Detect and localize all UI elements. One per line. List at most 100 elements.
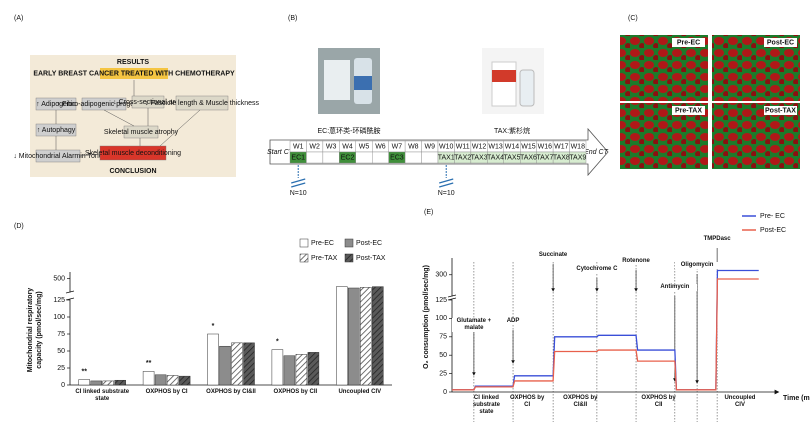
legend-swatch — [344, 238, 354, 248]
bar — [307, 352, 320, 386]
y-tick-label: 0 — [443, 389, 447, 396]
drug-caption: EC:蒽环类-环磷酰胺 — [318, 126, 381, 135]
significance: ** — [146, 360, 152, 367]
y-axis-label: Mitochondrial respiratory — [27, 288, 34, 373]
week-label: W3 — [326, 143, 337, 150]
week-label: W16 — [538, 143, 553, 150]
bar — [348, 287, 360, 386]
summary-arrow — [79, 153, 101, 157]
panel-label: (B) — [288, 15, 297, 22]
bar — [336, 286, 348, 386]
series-line — [452, 278, 759, 391]
summary-box — [123, 125, 159, 139]
week-label: W2 — [309, 143, 320, 150]
summary-text: Skeletal muscle deconditioning — [85, 150, 181, 157]
injection-label: Oligomycin — [675, 262, 720, 269]
dose-label: TAX7 — [536, 154, 553, 161]
state-label: CI linked substrate state — [472, 395, 500, 415]
y-tick-label: 25 — [439, 370, 447, 377]
y-axis-label: capacity (pmol/sec/mg) — [36, 291, 43, 368]
injection-label: ADP — [491, 318, 536, 325]
y-tick-label: 125 — [435, 297, 447, 304]
dose-label: TAX3 — [471, 154, 488, 161]
dose-label: TAX6 — [520, 154, 537, 161]
bar — [207, 333, 219, 386]
summary-text: ↑ Fibro-adipogenic progenitors — [57, 101, 152, 108]
panel-label: (E) — [424, 209, 433, 216]
dose-label: TAX8 — [553, 154, 570, 161]
bar — [166, 375, 179, 386]
bar — [231, 342, 243, 386]
bar — [102, 380, 114, 386]
state-label: Uncoupled CIV — [724, 395, 756, 408]
bar — [114, 379, 126, 386]
injection-label: Rotenone — [614, 258, 659, 265]
x-tick-label: Uncoupled CIV — [338, 389, 382, 395]
bar — [90, 380, 102, 386]
biopsy-icon — [291, 178, 306, 188]
summary-box — [175, 95, 229, 111]
legend-swatch — [344, 253, 354, 263]
micrograph-label: Pre-TAX — [675, 107, 702, 114]
week-label: W15 — [521, 143, 536, 150]
state-label: OXPHOS by CII — [641, 395, 676, 408]
drug-caption: TAX:紫杉烷 — [494, 126, 530, 135]
micrograph-tag — [764, 38, 797, 47]
y-tick-label: 75 — [57, 331, 65, 338]
dose-label: EC1 — [291, 154, 305, 161]
y-tick-label: 300 — [435, 272, 447, 279]
legend-label: Pre- EC — [760, 213, 785, 220]
dose-label: TAX9 — [569, 154, 586, 161]
panel-label: (C) — [628, 15, 638, 22]
end-label: End CT — [584, 149, 608, 156]
injection-label: Antimycin — [652, 284, 697, 291]
week-label: W12 — [472, 143, 487, 150]
week-label: W5 — [359, 143, 370, 150]
y-tick-label: 100 — [53, 314, 65, 321]
biopsy-icon — [439, 178, 454, 188]
y-tick-label: 0 — [61, 382, 65, 389]
dose-cell — [404, 151, 422, 164]
dose-cell — [306, 151, 324, 164]
micrograph-label: Pre-EC — [677, 39, 700, 46]
results-title: RESULTS — [117, 59, 149, 66]
y-tick-label: 125 — [53, 297, 65, 304]
axis-break — [66, 292, 74, 300]
bar — [283, 355, 296, 386]
summary-arrow — [159, 109, 201, 147]
dose-label: EC2 — [341, 154, 355, 161]
bar — [271, 349, 284, 386]
biopsy-n: N=10 — [290, 190, 307, 197]
summary-text: ↑ Autophagy — [37, 127, 76, 134]
week-label: W18 — [571, 143, 586, 150]
summary-text: ↓ Cross-sectional area — [113, 99, 183, 106]
week-label: W11 — [456, 143, 470, 150]
week-label: W10 — [439, 143, 454, 150]
series-line — [452, 269, 759, 391]
injection-label: Cytochrome C — [574, 266, 619, 273]
injection-label: TMPDasc — [695, 236, 740, 243]
population-text: EARLY BREAST CANCER TREATED WITH CHEMOTH… — [33, 70, 235, 77]
y-tick-label: 100 — [435, 315, 447, 322]
week-label: W14 — [505, 143, 520, 150]
dose-label: TAX4 — [487, 154, 504, 161]
y-axis-label: O₂ consumption (pmol/sec/mg) — [423, 265, 430, 369]
week-label: W4 — [342, 143, 353, 150]
significance: * — [276, 338, 279, 345]
week-label: W1 — [293, 143, 304, 150]
x-tick-label: OXPHOS by CI&II — [206, 389, 256, 395]
summary-text: ↓ Fascicle length & Muscle thickness — [145, 100, 259, 107]
legend-swatch — [299, 253, 309, 263]
week-label: W7 — [392, 143, 403, 150]
summary-text: ↓ Mitochondrial Alarmin Tone — [13, 153, 102, 160]
y-tick-label: 25 — [57, 365, 65, 372]
bar — [243, 342, 255, 386]
panel-label: (A) — [14, 15, 23, 22]
micrograph-label: Post-TAX — [765, 107, 796, 114]
dose-label: TAX2 — [454, 154, 471, 161]
y-tick-label: 50 — [57, 348, 65, 355]
injection-label: Glutamate + malate — [451, 318, 496, 332]
week-label: W8 — [408, 143, 419, 150]
x-tick-label: OXPHOS by CI — [145, 389, 188, 395]
week-label: W9 — [425, 143, 436, 150]
